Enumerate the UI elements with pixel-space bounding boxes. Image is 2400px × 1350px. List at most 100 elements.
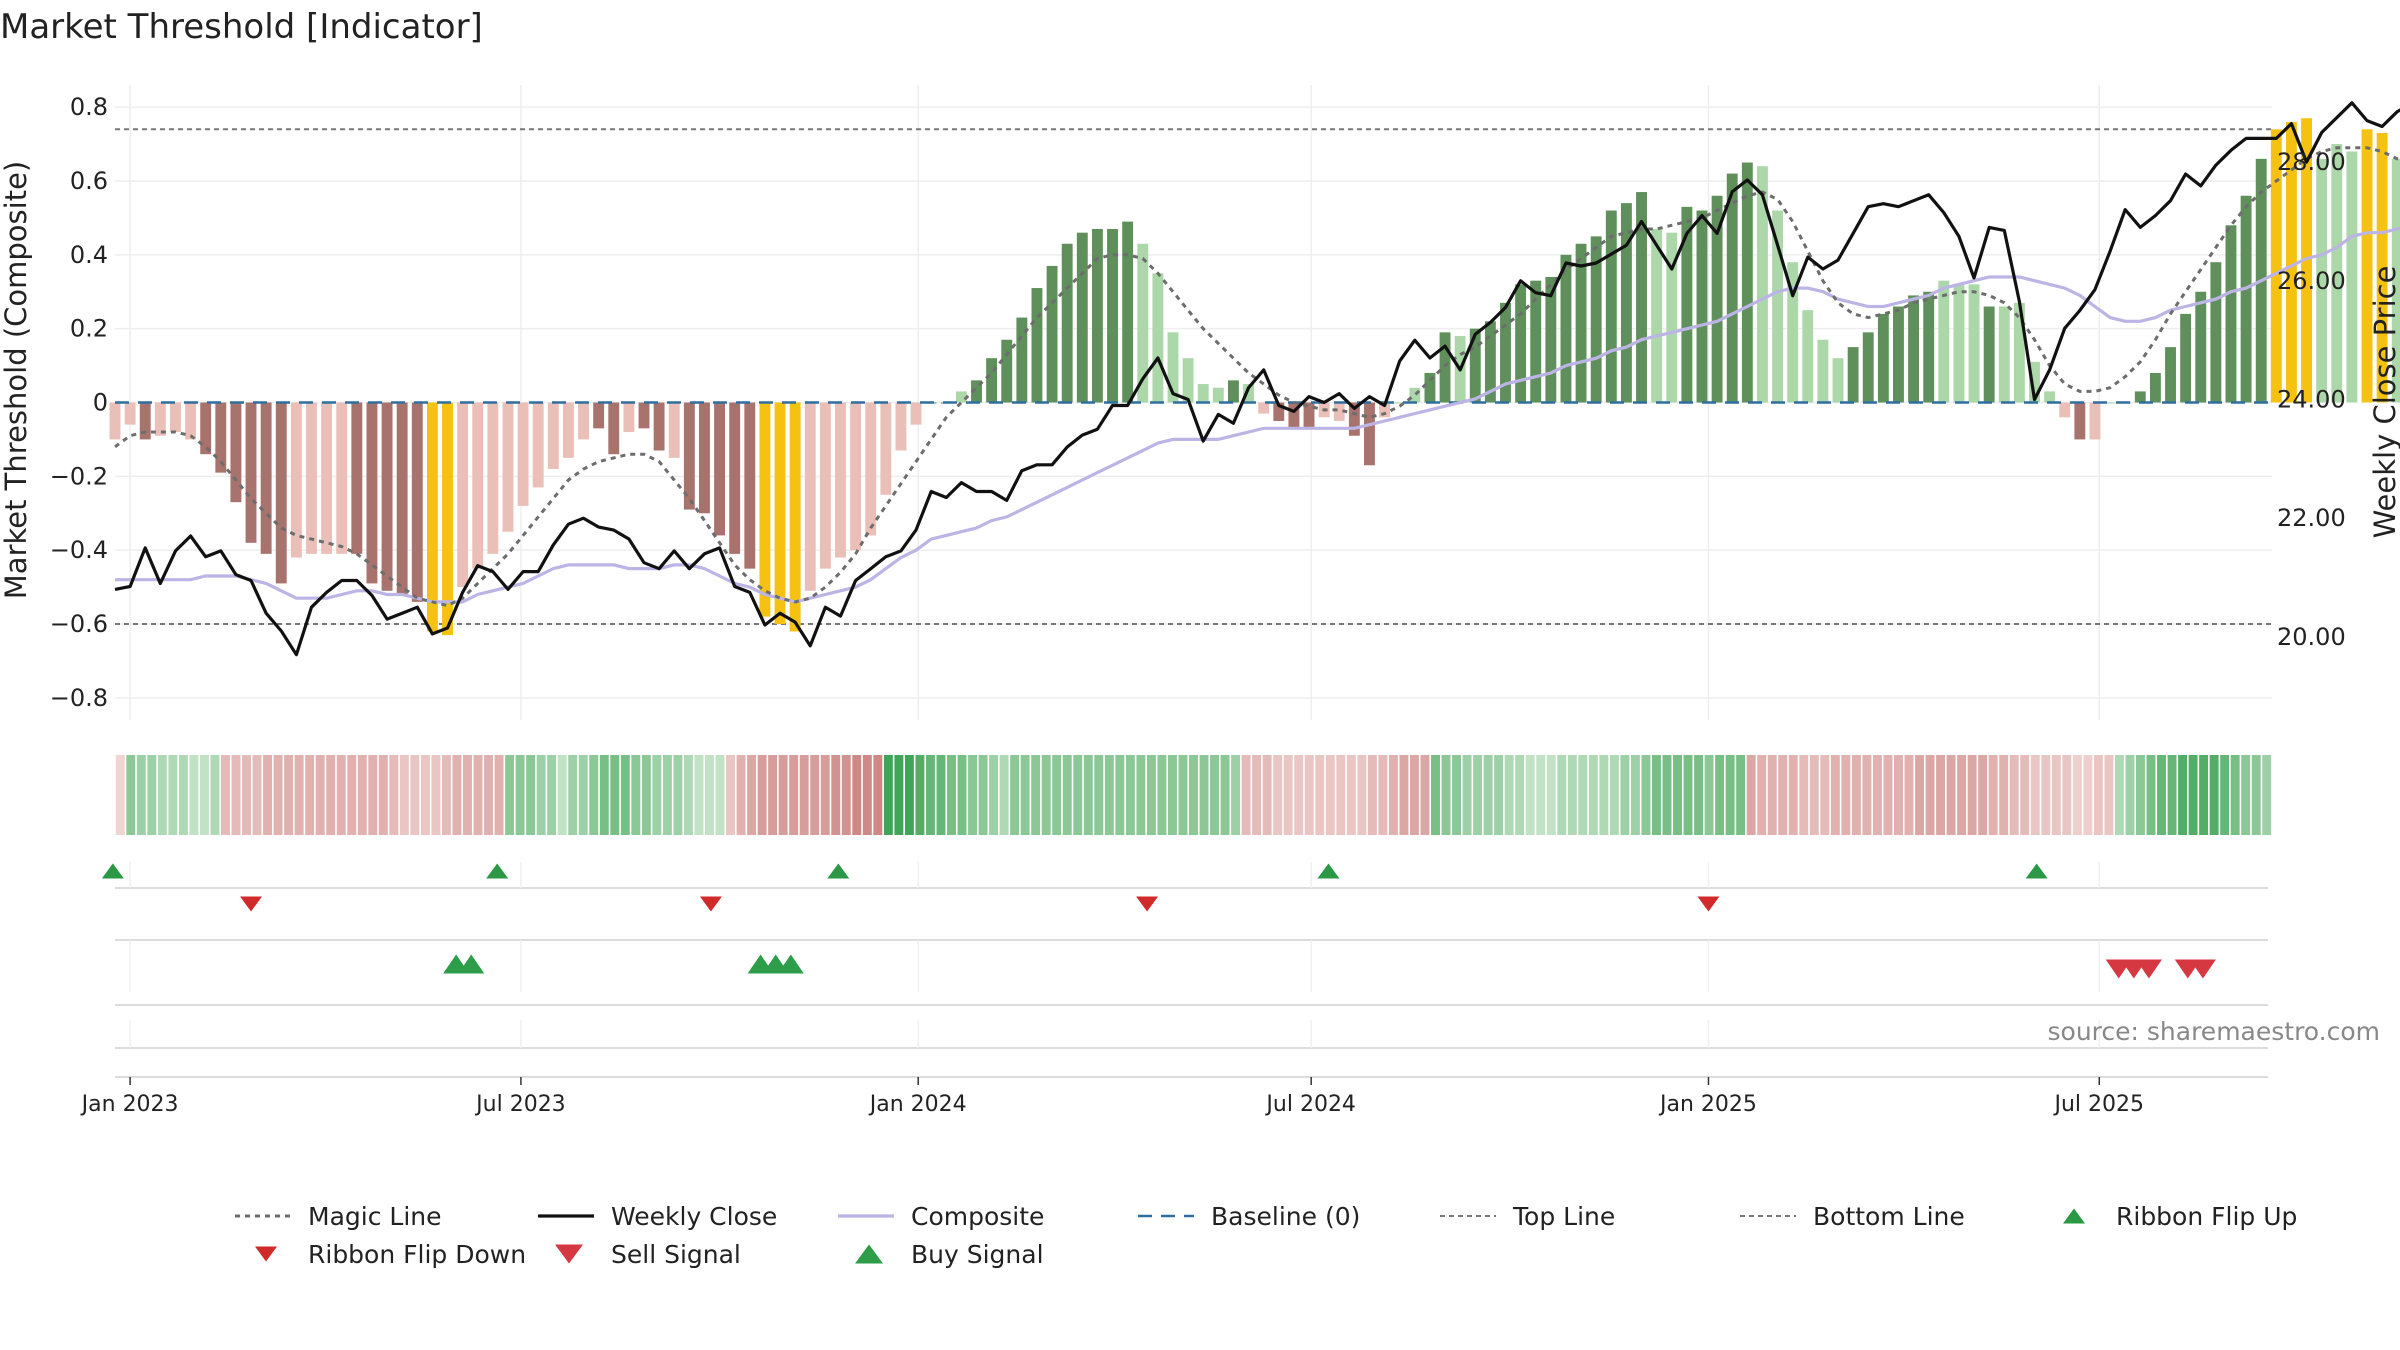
legend-swatch <box>255 1246 277 1262</box>
composite-bar <box>865 402 877 536</box>
composite-bar <box>1862 332 1874 403</box>
composite-bar <box>1076 232 1088 403</box>
left-tick-label: 0.8 <box>70 93 108 121</box>
composite-bar <box>1333 402 1345 421</box>
x-tick-label: Jan 2024 <box>868 1092 967 1117</box>
left-axis-label: Market Threshold (Composite) <box>0 161 33 599</box>
right-tick-label: 24.00 <box>2277 386 2346 414</box>
ribbon-cell <box>1494 755 1504 835</box>
ribbon-cell <box>2251 755 2261 835</box>
composite-bar <box>472 402 484 569</box>
ribbon-cell <box>873 755 883 835</box>
composite-bar <box>1711 195 1723 403</box>
ribbon-cell <box>1473 755 1483 835</box>
composite-bar <box>1031 288 1043 403</box>
ribbon-cell <box>1725 755 1735 835</box>
composite-bar <box>1545 276 1557 403</box>
ribbon-cell <box>925 755 935 835</box>
ribbon-flip-down-marker <box>1697 896 1720 912</box>
ribbon-flip-down-marker <box>1136 896 1159 912</box>
ribbon-cell <box>1146 755 1156 835</box>
ribbon-cell <box>1157 755 1167 835</box>
composite-bar <box>1167 332 1179 403</box>
composite-bar <box>2361 129 2373 403</box>
ribbon-cell <box>1283 755 1293 835</box>
composite-bar <box>109 402 121 440</box>
composite-bar <box>1908 295 1920 403</box>
ribbon-cell <box>1399 755 1409 835</box>
composite-bar <box>2331 144 2343 403</box>
composite-bar <box>759 402 771 617</box>
ribbon-cell <box>463 755 472 835</box>
composite-bar <box>895 402 907 451</box>
composite-bar <box>2270 129 2282 403</box>
ribbon-cell <box>1294 755 1304 835</box>
ribbon-cell <box>199 755 209 835</box>
composite-bar <box>653 402 665 451</box>
series-lines <box>114 101 2400 657</box>
composite-bar <box>1681 206 1693 403</box>
composite-bar <box>986 358 998 403</box>
composite-bar <box>154 402 166 436</box>
ribbon-cell <box>1767 755 1777 835</box>
ribbon-cell <box>505 755 515 835</box>
ribbon-cell <box>578 755 588 835</box>
ribbon-cell <box>620 755 630 835</box>
composite-bar <box>2346 151 2358 403</box>
ribbon-cell <box>2009 755 2019 835</box>
ribbon-cell <box>1525 755 1535 835</box>
ribbon-cell <box>326 755 336 835</box>
ribbon-cell <box>1578 755 1588 835</box>
ribbon-cell <box>1336 755 1346 835</box>
composite-bar <box>804 402 816 591</box>
ribbon-cell <box>252 755 262 835</box>
chart-title: Market Threshold [Indicator] <box>0 7 483 47</box>
composite-bar <box>1348 402 1360 436</box>
ribbon-cell <box>1851 755 1861 835</box>
ribbon-cell <box>768 755 778 835</box>
ribbon-cell <box>1588 755 1598 835</box>
composite-bar <box>230 402 242 503</box>
legend-item-baseline: Baseline (0) <box>1138 1202 1360 1231</box>
ribbon-cell <box>547 755 557 835</box>
ribbon-cell <box>1536 755 1546 835</box>
ribbon-cell <box>694 755 704 835</box>
composite-bar <box>381 402 393 591</box>
composite-bar <box>1696 210 1708 403</box>
ribbon-cell <box>2083 755 2093 835</box>
legend-item-flipup: Ribbon Flip Up <box>2063 1202 2297 1231</box>
ribbon-cell <box>368 755 378 835</box>
ribbon-cell <box>1062 755 1072 835</box>
ribbon-cell <box>494 755 504 835</box>
ribbon-cell <box>1041 755 1051 835</box>
ribbon-cell <box>557 755 567 835</box>
ribbon-cell <box>210 755 220 835</box>
composite-bar <box>2013 302 2025 403</box>
ribbon-cell <box>1809 755 1819 835</box>
composite-bar <box>2240 195 2252 403</box>
composite-bar <box>366 402 378 584</box>
ribbon-cell <box>1946 755 1956 835</box>
ribbon-cell <box>673 755 683 835</box>
composite-bar <box>638 402 650 429</box>
ribbon-cell <box>1104 755 1114 835</box>
ribbon-cell <box>399 755 409 835</box>
legend-item-sell: Sell Signal <box>555 1240 741 1269</box>
ribbon-cell <box>1630 755 1640 835</box>
composite-bar <box>1394 402 1406 404</box>
composite-bar <box>789 402 801 632</box>
ribbon-cell <box>1694 755 1704 835</box>
ribbon-cell <box>1262 755 1272 835</box>
ribbon-cell <box>1052 755 1062 835</box>
ribbon-cell <box>2093 755 2103 835</box>
ribbon-flip-up-marker <box>1317 863 1340 879</box>
composite-bar <box>2029 361 2040 403</box>
ribbon-flip-down-marker <box>240 896 263 912</box>
ribbon-cell <box>610 755 620 835</box>
composite-bar <box>2104 402 2116 404</box>
legend-item-flipdown: Ribbon Flip Down <box>255 1240 526 1269</box>
ribbon-cell <box>1557 755 1567 835</box>
ribbon-cell <box>1136 755 1146 835</box>
composite-bar <box>1122 221 1134 403</box>
